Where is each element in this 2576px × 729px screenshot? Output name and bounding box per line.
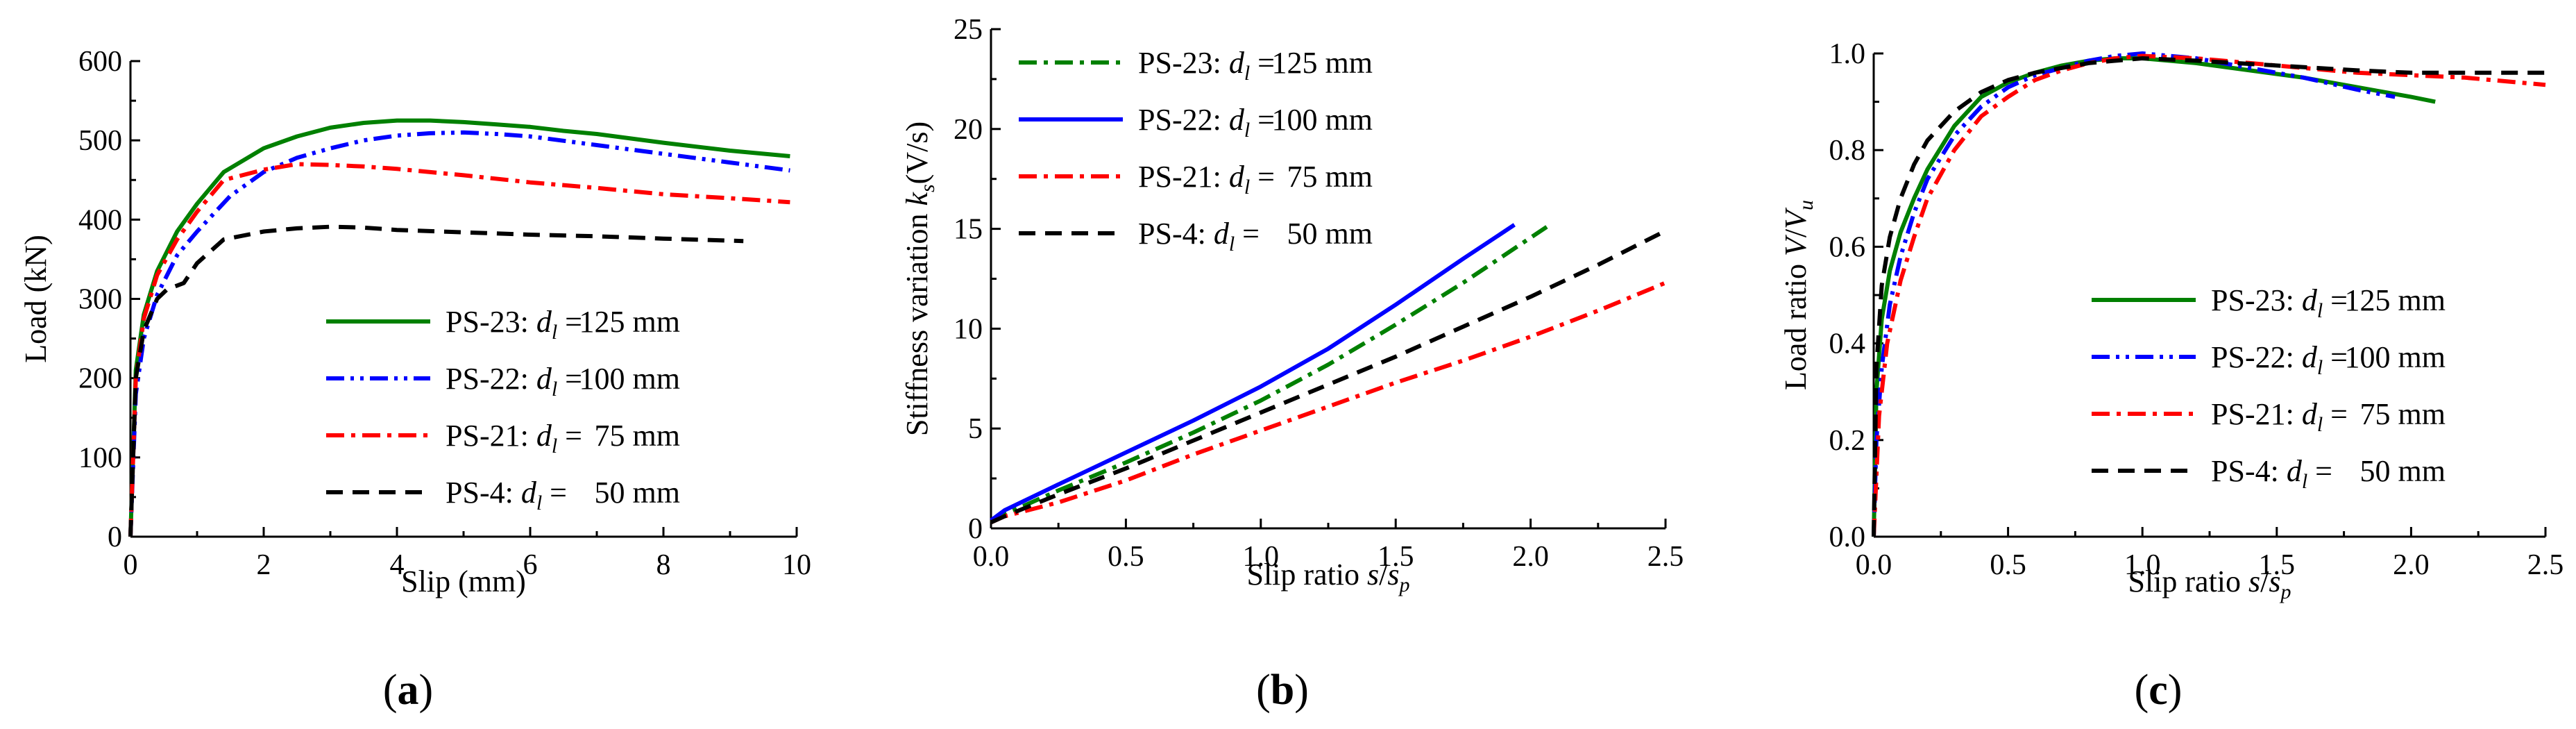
legend-value-ps-21: 75 mm (1287, 160, 1373, 194)
y-tick-label: 400 (78, 204, 122, 236)
x-tick-label: 6 (523, 549, 538, 581)
y-tick-label: 600 (78, 46, 122, 78)
series-line-ps-23 (128, 118, 790, 537)
x-tick-label: 2.0 (1512, 541, 1549, 573)
panel-label: (a) (383, 667, 433, 714)
y-tick-label: 0.6 (1829, 231, 1866, 263)
y-tick-label: 0.0 (1829, 521, 1866, 553)
series-line-ps-4 (1872, 56, 2545, 537)
chart-panel-c: 0.0 0.5 1.0 1.5 2.0 2.5 0.0 0.2 0.4 0.6 0.8 1.0 PS-2… (1779, 38, 2564, 714)
legend-value-ps-22: 100 mm (579, 362, 680, 396)
panel-label: (b) (1256, 667, 1309, 714)
y-tick-label: 20 (954, 114, 983, 146)
x-tick-label: 2 (257, 549, 271, 581)
legend-value-ps-23: 125 mm (579, 305, 680, 339)
y-tick-label: 1.0 (1829, 38, 1866, 70)
y-tick-label: 0.8 (1829, 135, 1866, 167)
legend-value-ps-4: 50 mm (1287, 217, 1373, 251)
y-tick-label: 0 (108, 521, 122, 553)
legend-value-ps-23: 125 mm (2345, 283, 2446, 317)
x-axis-label: Slip (mm) (401, 564, 526, 598)
y-tick-label: 0.4 (1829, 328, 1866, 360)
legend-label-ps-4: PS-4: dl = (1138, 217, 1260, 255)
y-tick-label: 15 (954, 214, 983, 246)
x-tick-label: 2.5 (2527, 549, 2564, 581)
x-tick-label: 1.0 (2124, 549, 2161, 581)
legend-label-ps-21: PS-21: dl = (2211, 397, 2348, 436)
legend-label-ps-23: PS-23: dl = (1138, 46, 1275, 85)
y-tick-label: 0 (968, 513, 983, 545)
x-tick-label: 2.5 (1647, 541, 1684, 573)
y-tick-label: 200 (78, 363, 122, 395)
y-tick-label: 5 (968, 413, 983, 445)
y-axis-label: Stiffness variation ks(V/s) (900, 122, 939, 436)
legend-label-ps-4: PS-4: dl = (2211, 454, 2332, 493)
legend-value-ps-21: 75 mm (2360, 397, 2446, 431)
series-line-ps-22 (128, 130, 790, 537)
legend-label-ps-21: PS-21: dl = (1138, 160, 1275, 199)
x-axis-label: Slip ratio s/sp (2128, 564, 2291, 603)
legend-label-ps-22: PS-22: dl = (446, 362, 582, 401)
legend-label-ps-4: PS-4: dl = (446, 476, 567, 514)
legend-label-ps-21: PS-21: dl = (446, 419, 582, 458)
series-line-ps-21 (990, 280, 1667, 525)
y-axis-label: Load (kN) (19, 235, 53, 363)
x-tick-label: 1.5 (1378, 541, 1414, 573)
series-line-ps-4 (990, 228, 1667, 525)
y-tick-label: 25 (954, 14, 983, 46)
x-tick-label: 1.5 (2259, 549, 2296, 581)
series-line-ps-23 (990, 225, 1548, 524)
y-tick-label: 500 (78, 125, 122, 157)
x-tick-label: 8 (656, 549, 671, 581)
y-tick-label: 0.2 (1829, 425, 1866, 457)
legend-label-ps-22: PS-22: dl = (1138, 103, 1275, 142)
y-axis-label: Load ratio V/Vu (1779, 200, 1817, 390)
x-tick-label: 0.5 (1108, 541, 1144, 573)
legend-value-ps-21: 75 mm (595, 419, 680, 453)
series-line-ps-22 (990, 223, 1516, 522)
panel-label: (c) (2135, 667, 2183, 714)
legend-value-ps-23: 125 mm (1272, 46, 1373, 80)
x-tick-label: 10 (782, 549, 811, 581)
legend-label-ps-22: PS-22: dl = (2211, 340, 2348, 379)
legend-label-ps-23: PS-23: dl = (446, 305, 582, 344)
x-tick-label: 0.5 (1990, 549, 2026, 581)
y-tick-label: 300 (78, 284, 122, 316)
y-tick-label: 100 (78, 442, 122, 474)
legend-value-ps-22: 100 mm (1272, 103, 1373, 137)
x-tick-label: 2.0 (2393, 549, 2430, 581)
x-tick-label: 4 (390, 549, 405, 581)
x-axis-label: Slip ratio s/sp (1246, 558, 1409, 596)
x-tick-label: 0.0 (1856, 549, 1892, 581)
legend-value-ps-22: 100 mm (2345, 340, 2446, 374)
series-line-ps-21 (128, 162, 790, 537)
legend-value-ps-4: 50 mm (2360, 454, 2446, 488)
x-tick-label: 0 (124, 549, 138, 581)
legend-label-ps-23: PS-23: dl = (2211, 283, 2348, 322)
series-line-ps-22 (1872, 51, 2396, 537)
x-tick-label: 0.0 (973, 541, 1010, 573)
y-tick-label: 10 (954, 313, 983, 345)
legend-value-ps-4: 50 mm (595, 476, 680, 510)
x-tick-label: 1.0 (1243, 541, 1280, 573)
